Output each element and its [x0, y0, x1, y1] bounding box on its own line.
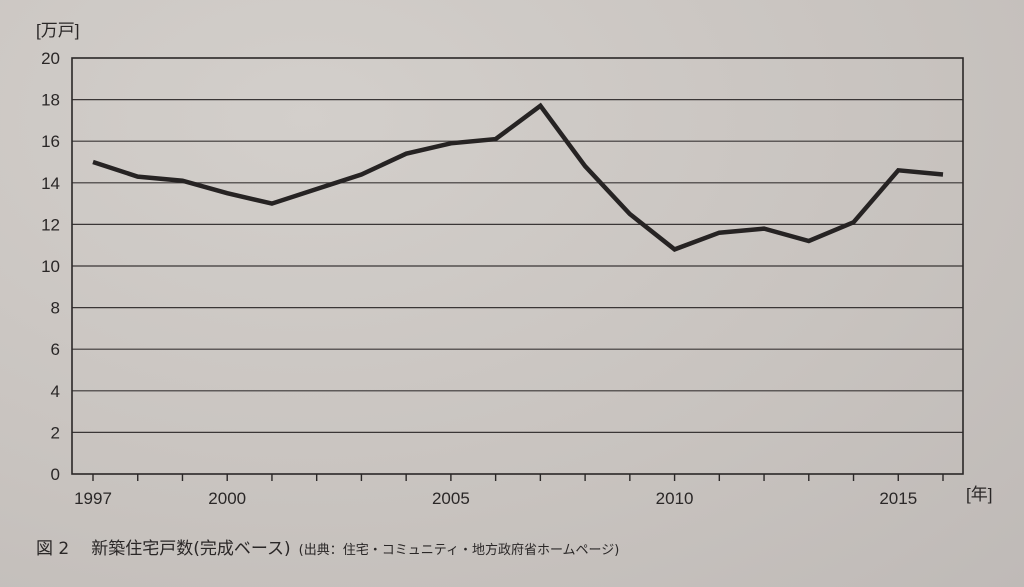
x-tick-label: 2005 — [432, 489, 470, 508]
figure-caption: 図 2 新築住宅戸数(完成ベース) (出典：住宅・コミュニティ・地方政府省ホームペー… — [36, 534, 619, 559]
y-tick-label: 0 — [51, 465, 60, 484]
x-axis-unit: [年] — [966, 485, 992, 504]
y-tick-label: 6 — [51, 340, 60, 359]
x-tick-label: 2000 — [208, 489, 246, 508]
y-tick-label: 14 — [41, 174, 60, 193]
y-axis-unit: [万戸] — [36, 21, 79, 40]
figure-number: 図 2 — [36, 539, 70, 559]
plot-frame — [71, 57, 964, 475]
y-tick-label: 10 — [41, 257, 60, 276]
x-tick-label: 2015 — [879, 489, 917, 508]
y-tick-label: 12 — [41, 215, 60, 234]
y-tick-label: 4 — [51, 382, 60, 401]
y-tick-label: 18 — [41, 91, 60, 110]
x-tick-label: 1997 — [74, 489, 112, 508]
data-line — [92, 102, 944, 252]
figure-source: (出典：住宅・コミュニティ・地方政府省ホームページ) — [298, 543, 620, 558]
figure-title: 新築住宅戸数(完成ベース) — [91, 539, 291, 559]
y-tick-label: 8 — [51, 299, 60, 318]
x-tick-label: 2010 — [656, 489, 694, 508]
y-tick-label: 20 — [41, 49, 60, 68]
y-tick-label: 16 — [41, 132, 60, 151]
y-tick-label: 2 — [51, 423, 60, 442]
